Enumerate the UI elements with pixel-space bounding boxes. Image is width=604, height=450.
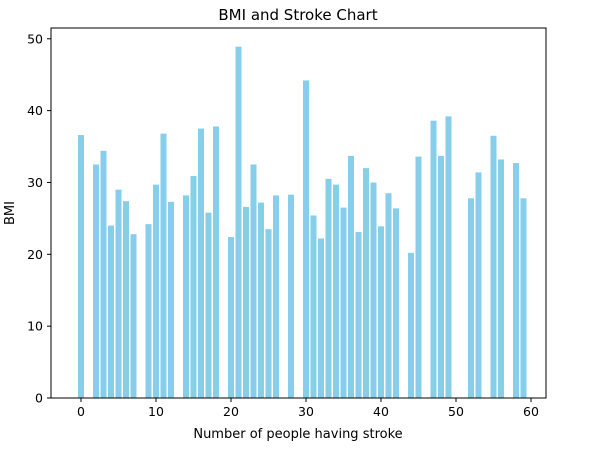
x-tick-label: 50 bbox=[448, 404, 464, 419]
bar-31 bbox=[310, 215, 317, 398]
bar-35 bbox=[340, 207, 347, 398]
bar-4 bbox=[108, 225, 114, 398]
y-axis-ticks: 0 10 20 30 40 50 bbox=[27, 31, 51, 406]
bar-53 bbox=[475, 172, 482, 398]
bar-55 bbox=[490, 135, 497, 398]
bar-42 bbox=[393, 208, 399, 398]
bar-28 bbox=[288, 194, 294, 398]
x-tick-label: 20 bbox=[223, 404, 239, 419]
bar-10 bbox=[153, 184, 159, 398]
bar-20 bbox=[228, 237, 234, 398]
bar-22 bbox=[243, 206, 249, 398]
bar-21 bbox=[235, 46, 242, 399]
bar-56 bbox=[498, 159, 504, 398]
bar-36 bbox=[348, 155, 354, 398]
y-axis-label: BMI bbox=[3, 201, 18, 225]
bar-2 bbox=[93, 164, 99, 398]
bar-16 bbox=[198, 128, 204, 398]
bar-17 bbox=[205, 212, 212, 398]
x-tick-label: 60 bbox=[523, 404, 539, 419]
bar-11 bbox=[160, 133, 167, 399]
bar-37 bbox=[355, 232, 362, 398]
chart-title: BMI and Stroke Chart bbox=[218, 6, 377, 24]
bar-41 bbox=[385, 193, 392, 398]
x-tick-label: 40 bbox=[373, 404, 389, 419]
y-tick-label: 0 bbox=[35, 391, 43, 406]
x-axis-ticks: 0 10 20 30 40 50 60 bbox=[77, 398, 539, 419]
x-axis-label: Number of people having stroke bbox=[193, 427, 402, 442]
y-tick-label: 20 bbox=[27, 247, 43, 262]
bar-9 bbox=[145, 224, 152, 398]
plot-frame bbox=[50, 27, 547, 399]
bar-25 bbox=[265, 229, 272, 398]
y-tick-label: 30 bbox=[27, 175, 43, 190]
bar-32 bbox=[318, 238, 324, 398]
bar-6 bbox=[123, 201, 129, 398]
y-tick-label: 50 bbox=[27, 31, 43, 46]
bar-7 bbox=[130, 234, 137, 398]
bar-45 bbox=[415, 156, 422, 398]
y-tick-label: 10 bbox=[27, 319, 43, 334]
x-tick-label: 10 bbox=[148, 404, 164, 419]
bar-12 bbox=[168, 201, 174, 398]
y-tick-label: 40 bbox=[27, 103, 43, 118]
bar-33 bbox=[325, 178, 332, 398]
bar-44 bbox=[408, 252, 414, 398]
bar-49 bbox=[445, 116, 452, 399]
bars-group bbox=[78, 46, 527, 399]
bar-38 bbox=[363, 168, 369, 398]
bar-15 bbox=[190, 176, 197, 398]
bar-40 bbox=[378, 226, 384, 398]
bar-59 bbox=[520, 198, 527, 398]
bar-3 bbox=[100, 150, 107, 398]
bar-14 bbox=[183, 195, 189, 398]
bar-26 bbox=[273, 195, 279, 398]
bar-34 bbox=[333, 184, 339, 398]
x-tick-label: 0 bbox=[77, 404, 85, 419]
bar-39 bbox=[370, 182, 377, 398]
bar-30 bbox=[303, 80, 309, 398]
bar-47 bbox=[430, 120, 437, 399]
bar-52 bbox=[468, 198, 474, 398]
bar-5 bbox=[115, 189, 122, 398]
bar-24 bbox=[258, 202, 264, 398]
bar-58 bbox=[513, 163, 519, 398]
bar-18 bbox=[213, 126, 219, 399]
x-tick-label: 30 bbox=[298, 404, 314, 419]
bar-0 bbox=[78, 135, 84, 399]
bar-23 bbox=[250, 164, 257, 398]
bar-48 bbox=[438, 155, 444, 398]
